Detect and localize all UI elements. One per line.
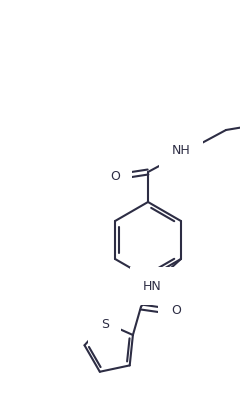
Text: O: O [110, 170, 120, 183]
Text: HN: HN [142, 279, 161, 293]
Text: S: S [101, 318, 109, 331]
Text: NH: NH [172, 143, 190, 156]
Text: O: O [171, 304, 181, 318]
